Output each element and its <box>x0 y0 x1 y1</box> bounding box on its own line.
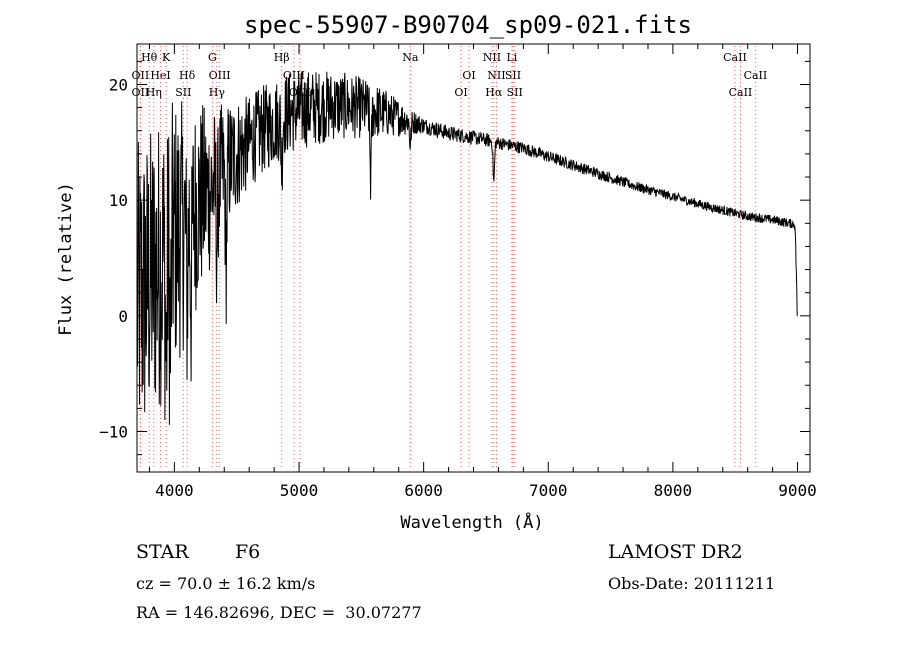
spectral-line-label: Hα <box>485 86 503 99</box>
spectral-line-label: OII <box>132 86 150 99</box>
spectral-line-label: NII <box>483 51 501 64</box>
object-class: STAR <box>136 541 189 563</box>
x-axis-label: Wavelength (Å) <box>400 511 543 533</box>
x-tick-label: 9000 <box>778 481 817 500</box>
spectral-line-label: Hθ <box>141 51 158 64</box>
y-tick-label: 0 <box>118 307 128 326</box>
spectral-line-label: G <box>208 51 217 64</box>
chart-title: spec-55907-B90704_sp09-021.fits <box>244 11 692 39</box>
spectral-line-label: OII <box>132 69 150 82</box>
observation-date: Obs-Date: 20111211 <box>608 574 776 593</box>
spectral-line-label: K <box>162 51 171 64</box>
x-tick-label: 4000 <box>155 481 194 500</box>
y-tick-label: 20 <box>109 75 128 94</box>
spectral-line-markers <box>139 46 756 470</box>
spectral-line-label: CaII <box>729 86 753 99</box>
spectral-line-label: Hδ <box>179 69 196 82</box>
survey-name: LAMOST DR2 <box>608 541 743 563</box>
y-tick-label: 10 <box>109 191 128 210</box>
spectral-line-label: OI <box>454 86 467 99</box>
x-tick-label: 8000 <box>654 481 693 500</box>
spectral-line-label: HeI <box>150 69 170 82</box>
spectral-line-label: OI <box>462 69 475 82</box>
sky-coordinates: RA = 146.82696, DEC = 30.07277 <box>136 603 422 622</box>
y-axis: −10 0 10 20 <box>99 60 810 456</box>
redshift-value: cz = 70.0 ± 16.2 km/s <box>136 574 316 593</box>
plot-frame <box>136 43 811 473</box>
spectral-line-label: CaII <box>744 69 768 82</box>
x-tick-label: 7000 <box>529 481 568 500</box>
spectral-line-label: NII <box>487 69 505 82</box>
spectral-line-label: SII <box>505 69 521 82</box>
object-subclass: F6 <box>235 541 261 563</box>
spectral-line-label: Li <box>506 51 517 64</box>
y-tick-label: −10 <box>99 423 128 442</box>
x-axis: 4000 5000 6000 7000 8000 9000 <box>148 44 817 500</box>
spectral-line-label: SII <box>507 86 523 99</box>
spectral-line-label: Hγ <box>209 86 226 99</box>
spectral-line-label: Hη <box>146 86 162 99</box>
x-tick-label: 5000 <box>280 481 319 500</box>
spectral-line-label: CaII <box>723 51 747 64</box>
y-axis-label: Flux (relative) <box>56 182 76 336</box>
x-tick-label: 6000 <box>404 481 443 500</box>
spectrum-line <box>136 71 798 425</box>
spectral-line-label: Hβ <box>274 51 290 64</box>
spectral-line-label: Na <box>402 51 419 64</box>
spectral-line-label: SII <box>175 86 191 99</box>
spectral-line-label: OIII <box>209 69 231 82</box>
